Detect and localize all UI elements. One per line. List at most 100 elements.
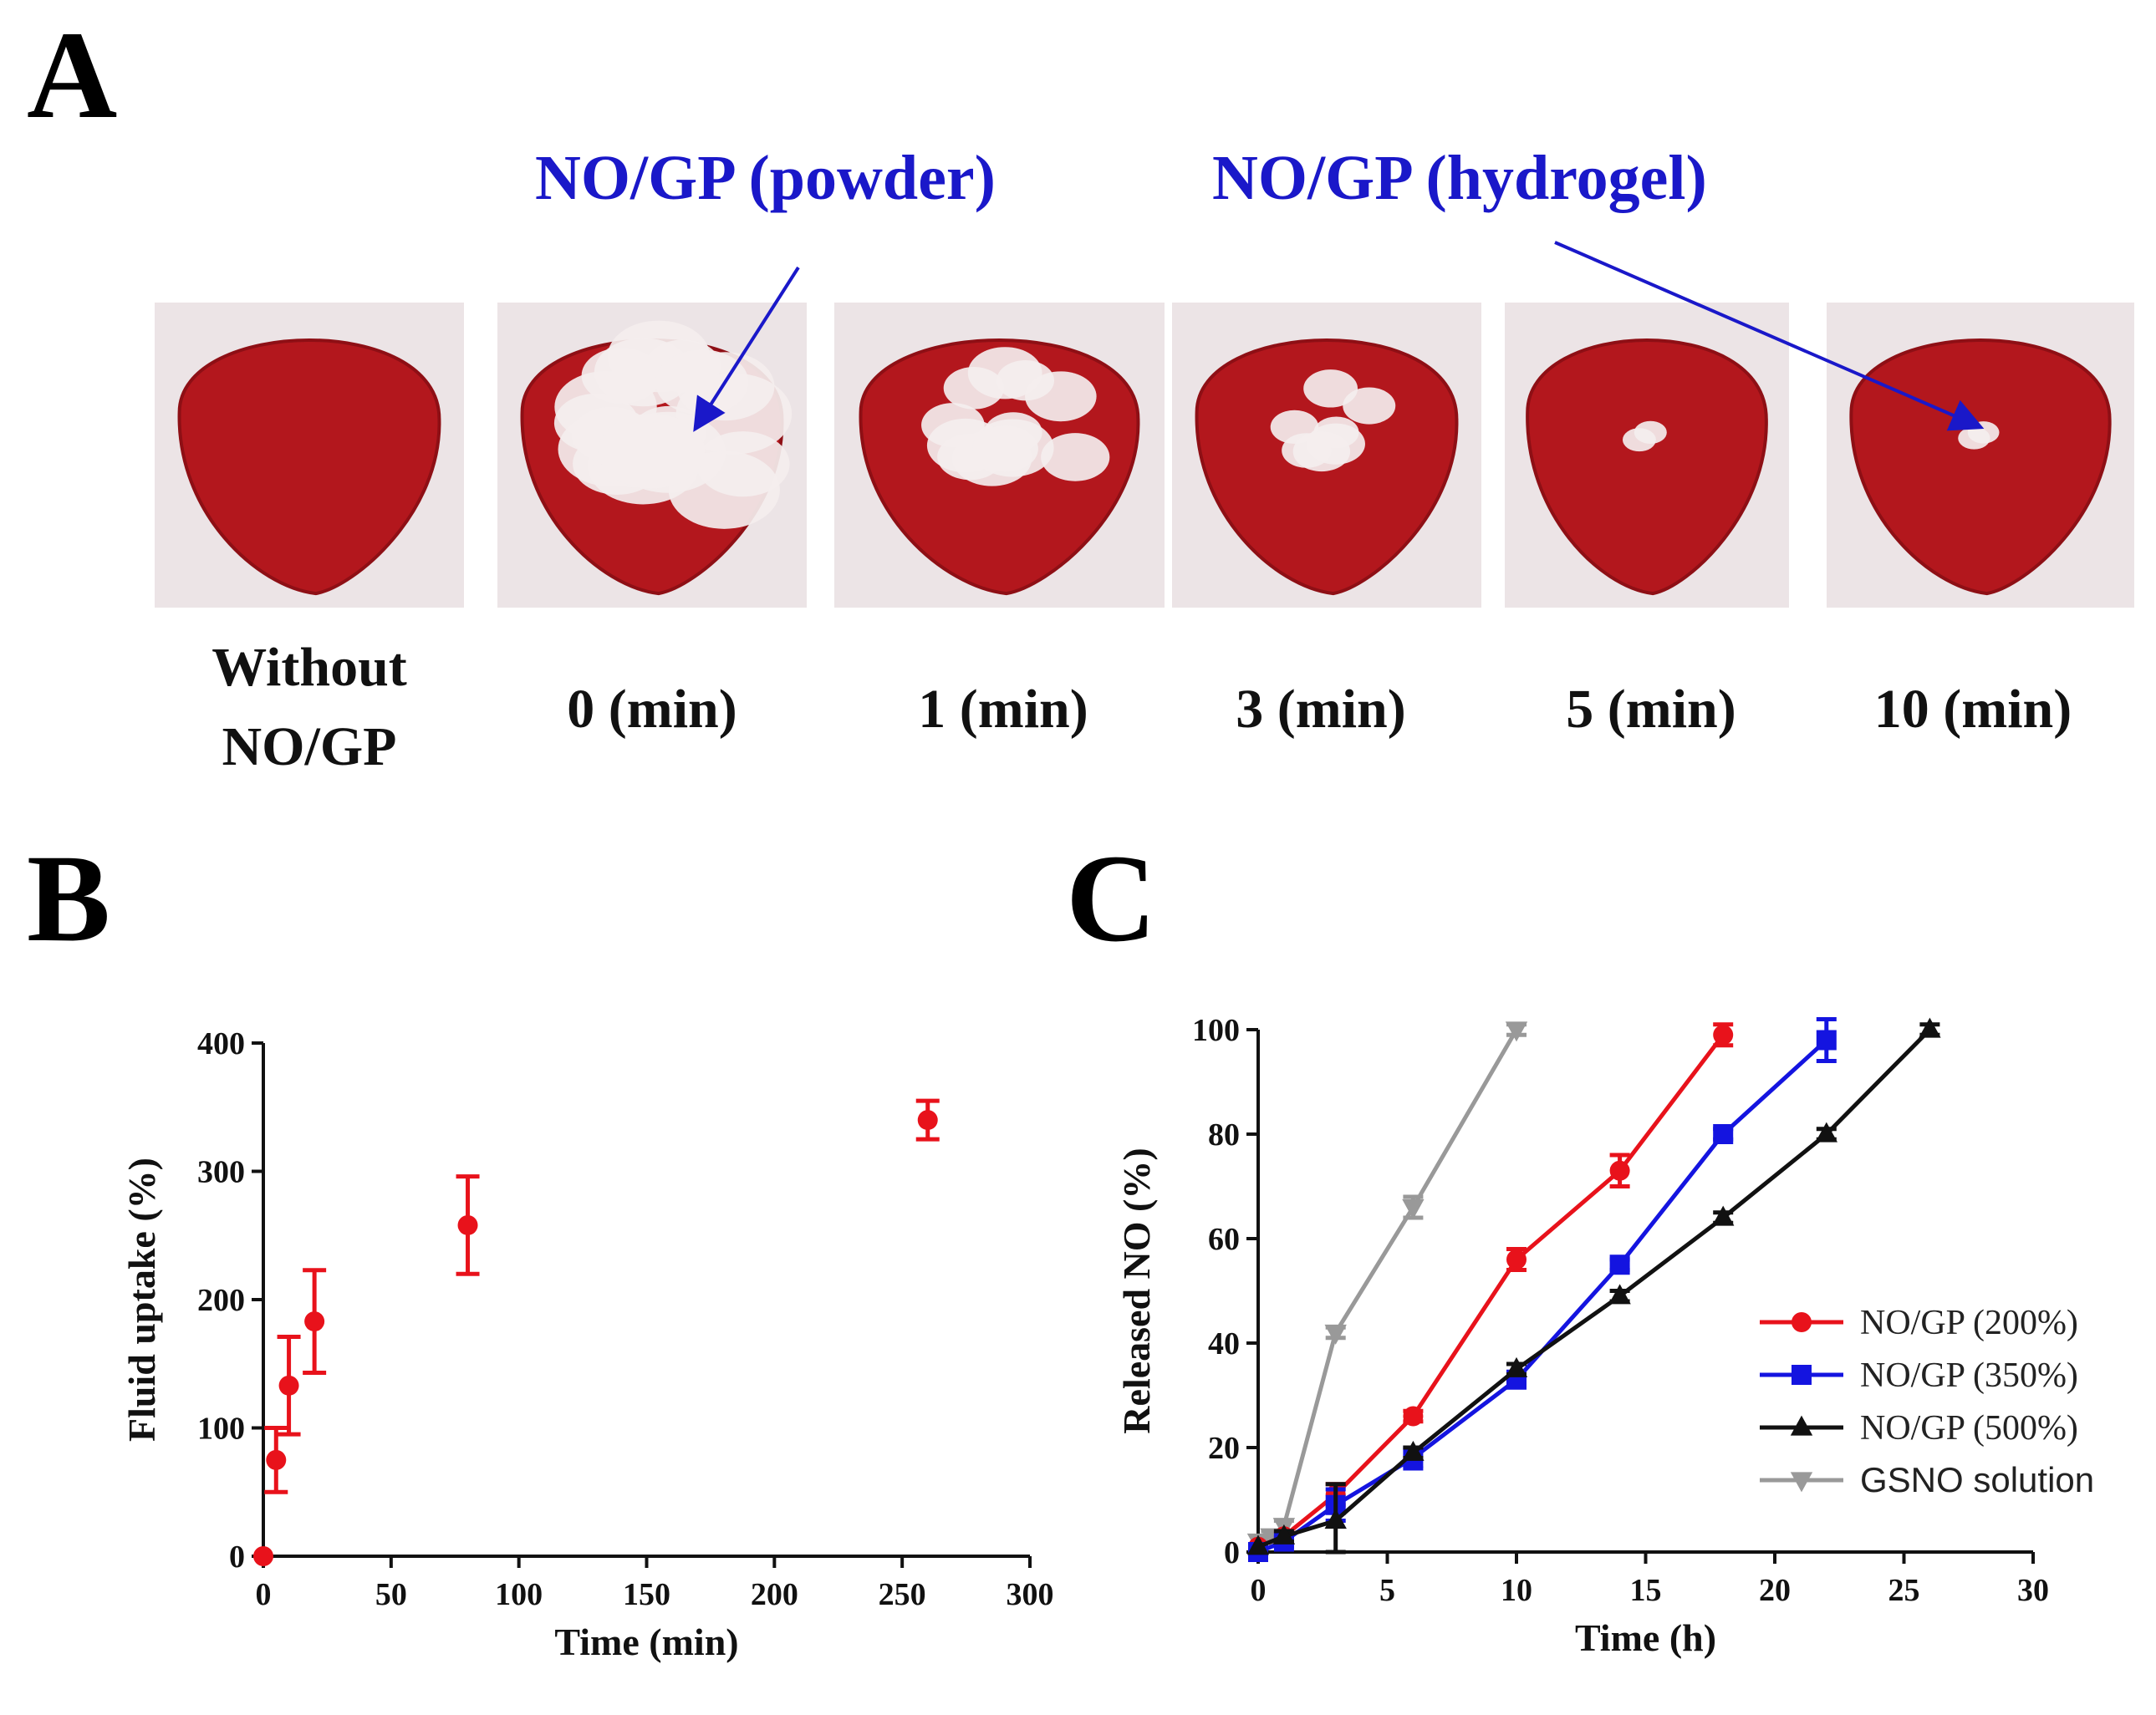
data-point — [253, 1546, 273, 1566]
data-point — [1505, 1356, 1528, 1377]
data-point — [1324, 1509, 1347, 1529]
data-point — [457, 1214, 478, 1235]
data-point — [1713, 1025, 1734, 1046]
x-tick-label: 150 — [623, 1577, 670, 1612]
data-point — [1403, 1406, 1424, 1427]
data-point — [1324, 1324, 1347, 1345]
data-point — [1790, 1415, 1813, 1436]
series-2 — [1246, 1017, 1941, 1555]
data-point — [1505, 1021, 1528, 1042]
data-point — [1816, 1030, 1837, 1051]
photo-2 — [834, 303, 1165, 608]
legend-label: NO/GP (200%) — [1860, 1304, 2078, 1342]
series-line — [1257, 1038, 1828, 1555]
data-point — [1792, 1312, 1812, 1332]
x-tick-label: 25 — [1888, 1573, 1920, 1608]
caption-2: 1 (min) — [918, 679, 1088, 740]
legend-item-1: NO/GP (350%) — [1760, 1356, 2078, 1395]
data-point — [917, 1110, 938, 1131]
x-tick-label: 0 — [256, 1577, 272, 1612]
powder-patch — [1958, 426, 1990, 450]
tissue-sample — [177, 338, 441, 596]
series-1 — [1248, 1017, 1837, 1562]
x-axis-title: Time (h) — [1575, 1616, 1716, 1659]
photo-0 — [155, 303, 464, 608]
x-tick-label: 30 — [2017, 1573, 2049, 1608]
data-point — [1609, 1160, 1630, 1181]
chart-fluid-uptake: 0 50 100 150 200 250 300 0 100 200 300 400 Time (min… — [120, 1026, 1054, 1663]
powder-patch — [1292, 431, 1351, 472]
y-tick-label: 80 — [1208, 1117, 1240, 1153]
series-0 — [1248, 1022, 1734, 1557]
photo-strip — [155, 303, 2134, 608]
annotation-powder-arrow — [693, 266, 800, 432]
caption-4: 5 (min) — [1566, 679, 1736, 740]
data-point — [1246, 1534, 1270, 1555]
photo-1 — [497, 303, 807, 608]
caption-5: 10 (min) — [1874, 679, 2072, 740]
data-point — [1815, 1122, 1837, 1142]
y-tick-label: 40 — [1208, 1326, 1240, 1361]
x-tick-label: 15 — [1630, 1573, 1662, 1608]
y-tick-label: 300 — [197, 1155, 245, 1190]
caption-1: 0 (min) — [567, 679, 737, 740]
y-axis-title: Released NO (%) — [1115, 1148, 1158, 1433]
y-axis-title: Fluid uptake (%) — [120, 1158, 163, 1442]
annotation-powder: NO/GP (powder) — [535, 143, 996, 213]
x-tick-label: 250 — [879, 1577, 926, 1612]
x-tick-label: 50 — [375, 1577, 407, 1612]
data-point — [1790, 1472, 1813, 1493]
powder-patch — [655, 349, 749, 415]
data-point — [1272, 1524, 1296, 1545]
powder-patch — [943, 367, 1005, 410]
photo-4 — [1505, 303, 1789, 608]
y-tick-label: 0 — [229, 1539, 245, 1575]
powder-patch — [598, 413, 706, 489]
x-tick-label: 100 — [495, 1577, 543, 1612]
powder-patch — [1343, 387, 1396, 425]
panel-c: C 0 5 10 15 20 25 30 0 20 40 60 80 100 Time (h) Releas… — [1066, 829, 2094, 1659]
panel-b: B 0 50 100 150 200 250 300 0 100 200 300 400 Time (m… — [27, 829, 1054, 1663]
x-tick-label: 300 — [1007, 1577, 1054, 1612]
powder-patch — [1303, 369, 1358, 408]
chart-released-no: 0 5 10 15 20 25 30 0 20 40 60 80 100 Time (h) Released… — [1115, 1013, 2094, 1659]
data-point — [304, 1311, 325, 1332]
legend-item-2: NO/GP (500%) — [1760, 1409, 2078, 1448]
data-point — [1713, 1124, 1734, 1144]
photo-captions: Without NO/GP 0 (min) 1 (min) 3 (min) 5 … — [212, 637, 2072, 777]
legend-item-0: NO/GP (200%) — [1760, 1304, 2078, 1342]
series-line — [1257, 1033, 1725, 1550]
legend-item-3: GSNO solution — [1760, 1460, 2094, 1499]
y-tick-label: 20 — [1208, 1431, 1240, 1466]
x-axis-title: Time (min) — [554, 1621, 738, 1663]
data-point — [1712, 1205, 1735, 1226]
powder-patch — [971, 425, 1038, 472]
panel-a-letter: A — [27, 6, 117, 145]
x-tick-label: 0 — [1251, 1573, 1267, 1608]
data-point — [1608, 1284, 1631, 1305]
data-point — [1919, 1017, 1941, 1038]
data-point — [1402, 1198, 1425, 1219]
caption-0-line2: NO/GP — [222, 716, 397, 777]
y-tick-label: 100 — [1192, 1013, 1240, 1048]
data-point — [1402, 1440, 1425, 1461]
x-tick-label: 10 — [1501, 1573, 1532, 1608]
y-tick-label: 0 — [1224, 1535, 1240, 1570]
annotation-hydrogel-arrow — [1554, 241, 1985, 431]
legend-label: NO/GP (500%) — [1860, 1409, 2078, 1448]
panel-c-letter: C — [1066, 829, 1156, 968]
legend-label: GSNO solution — [1860, 1460, 2094, 1499]
tissue-sample — [1526, 338, 1768, 596]
data-point — [278, 1375, 299, 1396]
legend-label: NO/GP (350%) — [1860, 1356, 2078, 1395]
panel-a: A NO/GP (powder) NO/GP (hydrogel) Withou… — [27, 6, 2134, 777]
data-point — [1609, 1254, 1630, 1275]
y-tick-label: 60 — [1208, 1222, 1240, 1257]
powder-patch — [996, 360, 1055, 401]
caption-0-line1: Without — [212, 637, 407, 698]
caption-3: 3 (min) — [1236, 679, 1405, 740]
y-tick-label: 100 — [197, 1412, 245, 1447]
y-tick-label: 200 — [197, 1283, 245, 1318]
tissue-sample — [1849, 338, 2112, 596]
